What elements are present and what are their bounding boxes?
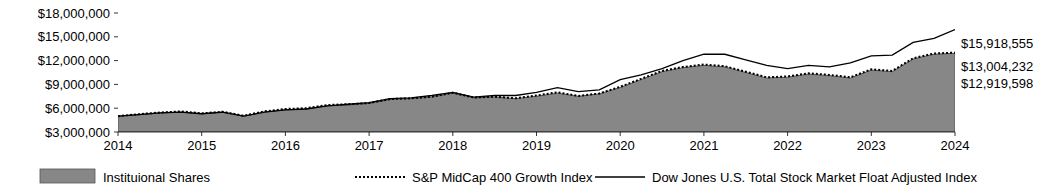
x-tick [285, 132, 286, 136]
x-tick [703, 132, 704, 136]
y-tick-label: $15,000,000 [38, 29, 110, 44]
x-tick [201, 132, 202, 136]
line [118, 53, 955, 116]
legend-label: S&P MidCap 400 Growth Index [412, 170, 593, 185]
y-tick-label: $18,000,000 [38, 6, 110, 21]
x-tick-label: 2022 [773, 138, 802, 153]
x-tick [620, 132, 621, 136]
x-tick-label: 2023 [857, 138, 886, 153]
x-tick-label: 2020 [606, 138, 635, 153]
x-tick-label: 2014 [104, 138, 133, 153]
x-tick-label: 2016 [271, 138, 300, 153]
x-tick-label: 2018 [438, 138, 467, 153]
x-tick [787, 132, 788, 136]
x-tick [871, 132, 872, 136]
y-tick [114, 108, 118, 109]
x-tick-label: 2021 [689, 138, 718, 153]
x-tick [452, 132, 453, 136]
x-tick [118, 132, 119, 136]
x-tick [536, 132, 537, 136]
legend-label: Instituional Shares [103, 170, 210, 185]
y-tick-label: $6,000,000 [45, 101, 110, 116]
legend-swatch [595, 176, 645, 177]
y-tick [114, 36, 118, 37]
x-tick-label: 2015 [187, 138, 216, 153]
x-axis [118, 132, 955, 133]
end-label: $13,004,232 [961, 59, 1033, 74]
y-tick [114, 84, 118, 85]
end-label: $15,918,555 [961, 36, 1033, 51]
line [118, 30, 955, 117]
y-tick [114, 132, 118, 133]
y-tick-label: $9,000,000 [45, 77, 110, 92]
end-label: $12,919,598 [961, 76, 1033, 91]
x-tick-label: 2019 [522, 138, 551, 153]
legend-label: Dow Jones U.S. Total Stock Market Float … [652, 170, 977, 185]
y-tick [114, 60, 118, 61]
x-tick-label: 2024 [941, 138, 970, 153]
legend-swatch [355, 176, 405, 178]
y-tick [114, 13, 118, 14]
legend-swatch [40, 169, 95, 183]
x-tick [369, 132, 370, 136]
chart: $3,000,000 $6,000,000 $9,000,000 $12,000,00… [0, 0, 1048, 191]
x-tick-label: 2017 [355, 138, 384, 153]
y-tick-label: $12,000,000 [38, 53, 110, 68]
plot-area [118, 30, 955, 132]
y-tick-label: $3,000,000 [45, 125, 110, 140]
x-tick [955, 132, 956, 136]
